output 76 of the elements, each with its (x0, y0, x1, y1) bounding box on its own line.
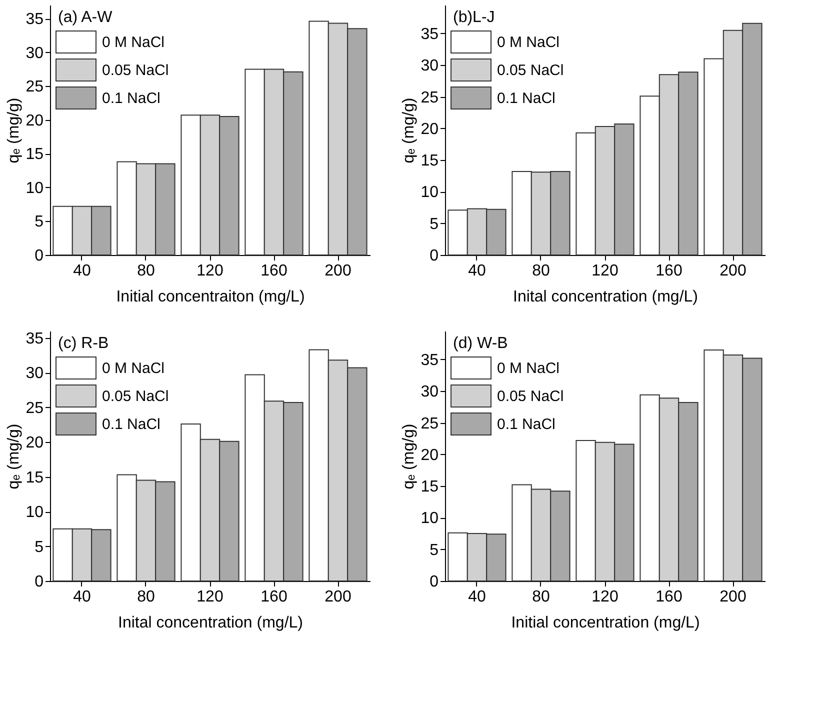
y-tick-label: 10 (26, 180, 44, 197)
x-axis-title: Initial concentration (mg/L) (511, 614, 700, 632)
legend-label: 0.1 NaCl (497, 90, 556, 107)
x-tick-label: 80 (137, 262, 155, 280)
y-tick-label: 15 (26, 469, 44, 486)
legend-label: 0.1 NaCl (102, 416, 160, 433)
x-tick-label: 200 (324, 262, 352, 280)
y-tick-label: 10 (420, 510, 439, 528)
legend-label: 0 M NaCl (497, 360, 560, 377)
x-tick-label: 80 (532, 588, 550, 606)
x-tick-label: 80 (137, 588, 155, 606)
y-tick-label: 0 (430, 574, 439, 590)
y-tick-label: 5 (430, 216, 439, 233)
x-tick-label: 160 (260, 588, 288, 606)
y-tick-label: 15 (420, 478, 439, 496)
y-tick-label: 5 (34, 214, 44, 231)
x-tick-label: 200 (720, 262, 746, 280)
y-tick-label: 25 (420, 415, 439, 432)
x-tick-label: 120 (196, 262, 224, 280)
x-tick-label: 40 (468, 262, 486, 280)
legend-label: 0.05 NaCl (497, 388, 564, 405)
x-axis-title: Inital concentration (mg/L) (118, 614, 303, 632)
y-tick-label: 35 (26, 330, 44, 348)
y-tick-label: 20 (420, 120, 439, 138)
x-axis-title: Initial concentraiton (mg/L) (116, 288, 305, 306)
y-tick-label: 35 (420, 352, 439, 369)
y-tick-label: 25 (26, 400, 44, 417)
y-tick-label: 10 (26, 504, 44, 522)
legend-label: 0.1 NaCl (102, 90, 160, 107)
y-tick-label: 25 (420, 89, 439, 106)
x-tick-label: 120 (196, 588, 224, 606)
legend-label: 0.05 NaCl (102, 62, 169, 79)
x-tick-label: 80 (532, 262, 550, 280)
y-axis-title: qₑ (mg/g) (400, 424, 418, 490)
x-tick-label: 200 (324, 588, 352, 606)
chart-title: (a) A-W (58, 9, 114, 26)
y-tick-label: 30 (420, 384, 439, 401)
x-tick-label: 160 (656, 262, 682, 280)
y-tick-label: 35 (26, 11, 44, 28)
y-tick-label: 5 (34, 538, 44, 556)
y-tick-label: 0 (34, 248, 44, 264)
y-tick-label: 15 (26, 146, 44, 164)
y-axis-title: qₑ (mg/g) (400, 98, 418, 164)
y-tick-label: 25 (26, 78, 44, 96)
legend-label: 0.05 NaCl (497, 62, 564, 79)
legend-label: 0.05 NaCl (102, 388, 169, 405)
y-tick-label: 30 (26, 365, 44, 382)
y-tick-label: 10 (420, 184, 439, 202)
x-tick-label: 160 (260, 262, 288, 280)
chart-title: (b)L-J (453, 9, 495, 26)
y-tick-label: 35 (420, 26, 439, 43)
legend-label: 0.1 NaCl (497, 416, 556, 433)
x-tick-label: 120 (592, 588, 618, 606)
x-tick-label: 160 (656, 588, 682, 606)
x-tick-label: 40 (73, 262, 91, 280)
y-tick-label: 0 (430, 248, 439, 264)
y-tick-label: 5 (430, 542, 439, 559)
y-axis-title: qₑ (mg/g) (6, 98, 23, 164)
x-tick-label: 40 (73, 588, 91, 606)
legend-label: 0 M NaCl (102, 360, 165, 377)
y-tick-label: 20 (26, 434, 44, 452)
y-tick-label: 15 (420, 152, 439, 170)
y-tick-label: 20 (26, 112, 44, 130)
x-axis-title: Inital concentration (mg/L) (513, 288, 698, 306)
y-tick-label: 30 (26, 44, 44, 62)
y-tick-label: 20 (420, 446, 439, 464)
y-tick-label: 30 (420, 58, 439, 75)
x-tick-label: 200 (720, 588, 746, 606)
x-tick-label: 120 (592, 262, 618, 280)
y-axis-title: qₑ (mg/g) (6, 424, 23, 490)
legend-label: 0 M NaCl (102, 34, 165, 51)
chart-title: (c) R-B (58, 335, 109, 352)
x-tick-label: 40 (468, 588, 486, 606)
y-tick-label: 0 (34, 574, 44, 590)
chart-title: (d) W-B (453, 335, 508, 352)
legend-label: 0 M NaCl (497, 34, 560, 51)
